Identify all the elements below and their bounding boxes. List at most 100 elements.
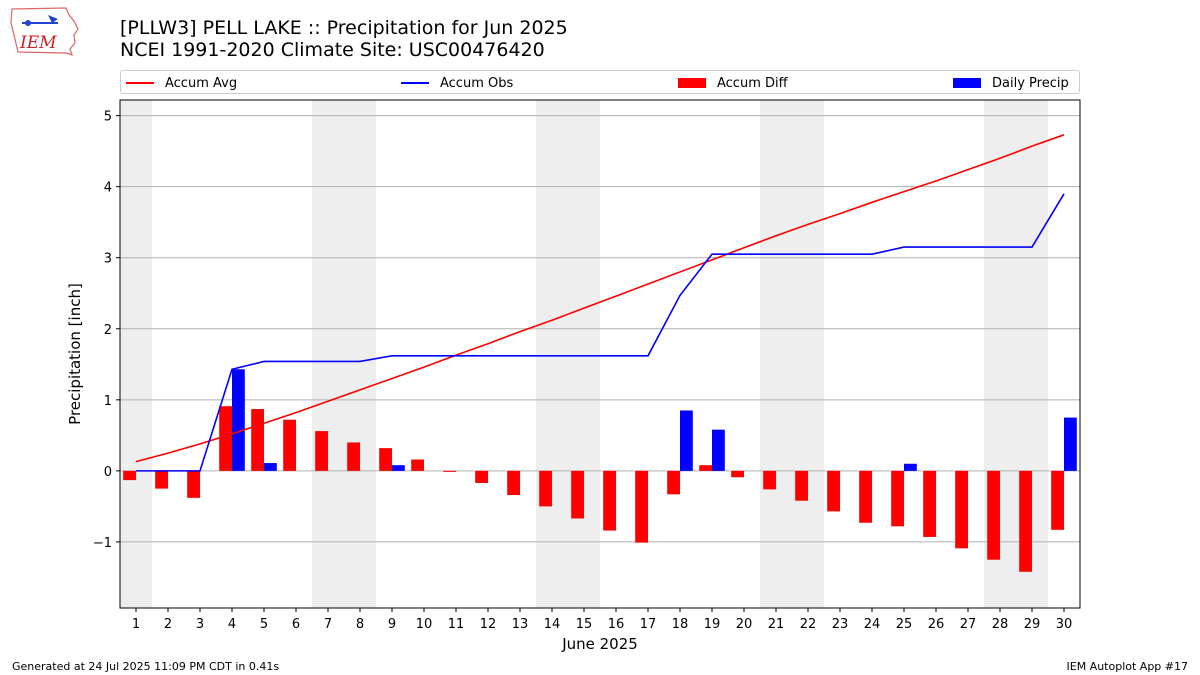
daily-precip-bar <box>1064 417 1077 471</box>
logo-text: IEM <box>19 33 57 53</box>
x-tick-label: 13 <box>512 617 529 632</box>
accum-diff-bar <box>155 470 168 489</box>
accum-diff-bar <box>475 470 488 483</box>
accum-diff-bar <box>379 448 392 471</box>
accum-diff-bar <box>443 470 456 472</box>
legend-label: Accum Avg <box>165 75 238 91</box>
x-tick-label: 3 <box>196 617 204 632</box>
y-axis-label: Precipitation [inch] <box>66 283 84 425</box>
weekend-shade <box>760 100 824 608</box>
x-tick-label: 6 <box>292 617 300 632</box>
x-tick-label: 4 <box>228 617 236 632</box>
x-tick-label: 30 <box>1056 617 1073 632</box>
daily-precip-bar <box>904 463 917 471</box>
legend-label: Daily Precip <box>992 75 1069 91</box>
x-tick-label: 28 <box>992 617 1009 632</box>
y-tick-label: 3 <box>104 252 112 267</box>
x-tick-label: 14 <box>544 617 561 632</box>
accum-diff-bar <box>987 470 1000 560</box>
x-tick-label: 10 <box>416 617 433 632</box>
x-tick-label: 9 <box>388 617 396 632</box>
y-tick-label: 2 <box>104 323 112 338</box>
accum-diff-bar <box>795 470 808 501</box>
accum-diff-bar <box>187 470 200 498</box>
legend-label: Accum Diff <box>717 75 788 91</box>
x-tick-label: 1 <box>132 617 140 632</box>
x-tick-label: 24 <box>864 617 881 632</box>
accum-avg-line <box>135 134 1065 463</box>
x-tick-label: 27 <box>960 617 977 632</box>
accum-diff-bar <box>635 470 648 543</box>
x-tick-label: 11 <box>448 617 465 632</box>
x-tick-label: 18 <box>672 617 689 632</box>
daily-precip-bar <box>232 369 245 471</box>
x-tick-label: 20 <box>736 617 753 632</box>
accum-diff-bar <box>763 470 776 490</box>
legend-item-daily-precip: Daily Precip <box>953 74 1069 92</box>
x-tick-label: 21 <box>768 617 785 632</box>
daily-precip-bar <box>680 410 693 471</box>
weekend-shade <box>120 100 152 608</box>
accum-diff-bar <box>667 470 680 495</box>
accum-diff-bar <box>411 459 424 471</box>
y-tick-label: −1 <box>93 536 112 551</box>
y-tick-label: 1 <box>104 394 112 409</box>
x-tick-label: 22 <box>800 617 817 632</box>
accum-diff-bar <box>347 442 360 471</box>
accum-diff-bar <box>827 470 840 512</box>
accum-diff-bar <box>123 470 136 481</box>
legend-label: Accum Obs <box>440 75 514 91</box>
plot-frame <box>119 99 1081 609</box>
legend-line-blue <box>401 82 429 84</box>
daily-precip-bar <box>712 429 725 471</box>
iowa-state-outline-icon <box>10 7 79 56</box>
x-tick-label: 17 <box>640 617 657 632</box>
x-tick-label: 16 <box>608 617 625 632</box>
weekend-shade <box>536 100 600 608</box>
legend-patch-red <box>678 78 706 88</box>
x-tick-label: 26 <box>928 617 945 632</box>
x-tick-label: 12 <box>480 617 497 632</box>
accum-diff-bar <box>315 431 328 471</box>
x-tick-label: 15 <box>576 617 593 632</box>
x-axis-label: June 2025 <box>561 635 638 653</box>
accum-diff-bar <box>251 409 264 471</box>
legend-patch-blue <box>953 78 981 88</box>
accum-diff-bar <box>219 406 232 471</box>
x-tick-label: 7 <box>324 617 332 632</box>
accum-diff-bar <box>923 470 936 537</box>
accum-diff-bar <box>1019 470 1032 572</box>
x-tick-label: 2 <box>164 617 172 632</box>
x-tick-label: 5 <box>260 617 268 632</box>
legend-item-accum-diff: Accum Diff <box>678 74 788 92</box>
accum-diff-bar <box>699 465 712 471</box>
accum-diff-bar <box>571 470 584 519</box>
legend-item-accum-obs: Accum Obs <box>401 74 513 92</box>
chart-subtitle: NCEI 1991-2020 Climate Site: USC00476420 <box>120 39 545 61</box>
iem-logo: IEM <box>10 7 79 56</box>
x-tick-label: 29 <box>1024 617 1041 632</box>
accum-diff-bar <box>731 470 744 478</box>
accum-diff-bar <box>859 470 872 523</box>
accum-diff-bar <box>1051 470 1064 530</box>
legend-line-red <box>126 82 154 84</box>
footer-generated: Generated at 24 Jul 2025 11:09 PM CDT in… <box>12 660 280 673</box>
y-tick-label: 0 <box>104 465 112 480</box>
x-tick-label: 8 <box>356 617 364 632</box>
x-tick-label: 25 <box>896 617 913 632</box>
accum-diff-bar <box>603 470 616 531</box>
daily-precip-bar <box>392 465 405 471</box>
accum-diff-bar <box>283 419 296 471</box>
accum-diff-bar <box>507 470 520 496</box>
chart-title: [PLLW3] PELL LAKE :: Precipitation for J… <box>120 17 568 39</box>
accum-obs-line <box>136 193 1065 472</box>
footer-app: IEM Autoplot App #17 <box>1066 660 1189 673</box>
legend-item-accum-avg: Accum Avg <box>126 74 237 92</box>
x-tick-label: 23 <box>832 617 849 632</box>
accum-diff-bar <box>891 470 904 527</box>
y-tick-label: 5 <box>104 110 112 125</box>
weekend-shade <box>312 100 376 608</box>
daily-precip-bar <box>264 463 277 471</box>
y-tick-label: 4 <box>104 181 112 196</box>
